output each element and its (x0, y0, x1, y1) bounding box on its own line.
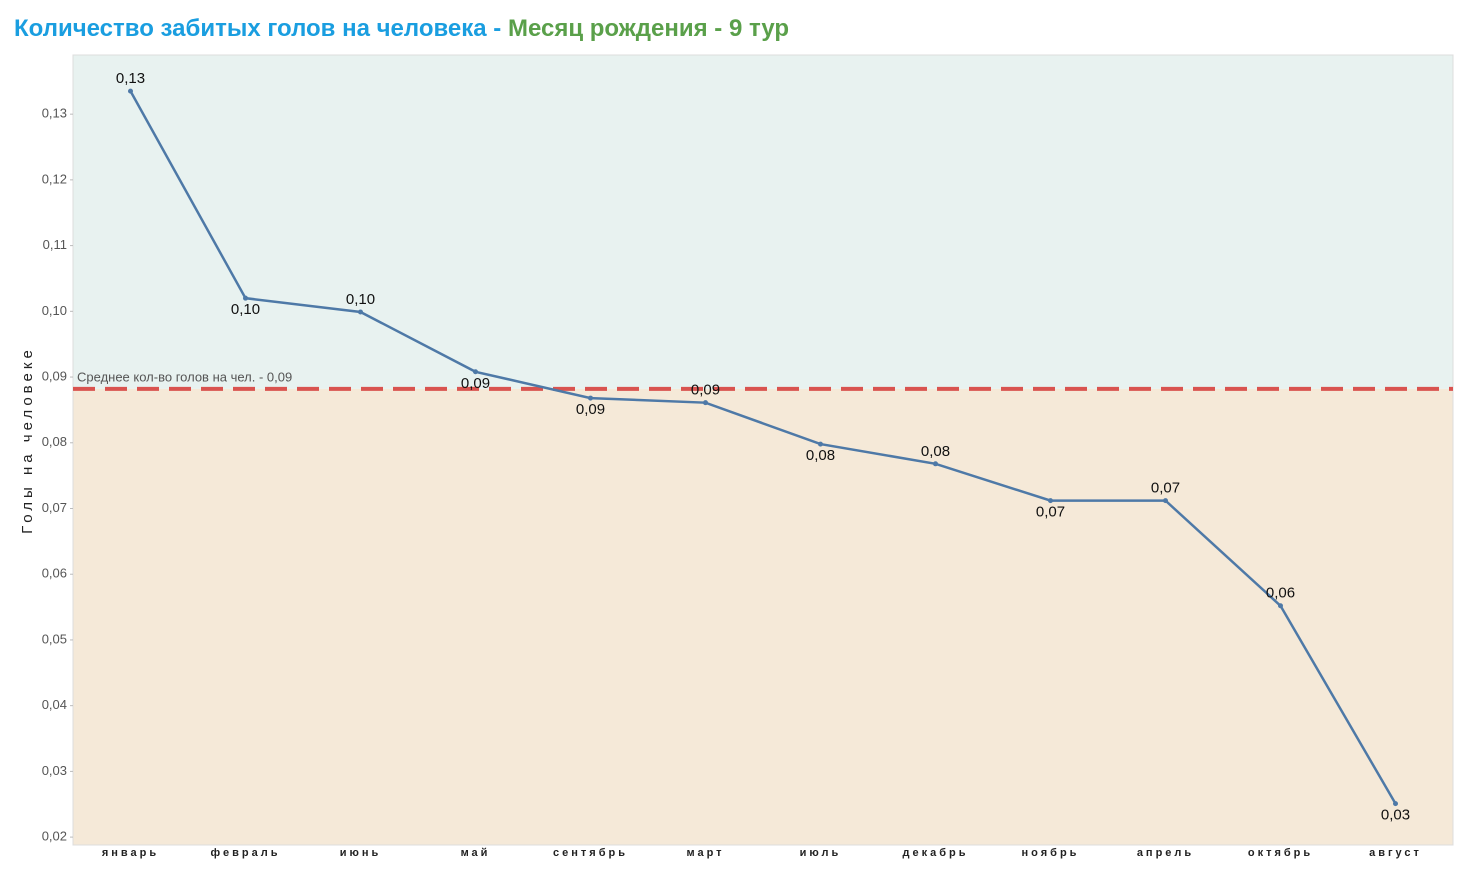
y-tick-label: 0,04 (42, 697, 67, 712)
y-tick-label: 0,07 (42, 500, 67, 515)
y-tick-label: 0,06 (42, 566, 67, 581)
reference-label: Среднее кол-во голов на чел. - 0,09 (77, 369, 292, 384)
y-tick-label: 0,12 (42, 171, 67, 186)
x-tick-label: январь (102, 847, 159, 859)
data-label: 0,08 (806, 447, 835, 464)
band-below (73, 388, 1453, 845)
title-part: Количество забитых голов на человека - (14, 15, 508, 42)
data-label: 0,07 (1151, 480, 1180, 497)
x-tick-label: май (461, 847, 491, 859)
x-tick-label: август (1369, 847, 1422, 859)
band-above (73, 55, 1453, 389)
data-point (473, 369, 478, 375)
data-label: 0,10 (231, 301, 260, 318)
y-tick-label: 0,09 (42, 368, 67, 383)
x-tick-label: июль (800, 847, 842, 859)
y-tick-label: 0,10 (42, 303, 67, 318)
data-label: 0,13 (116, 70, 145, 87)
data-point (358, 309, 363, 315)
data-label: 0,09 (461, 375, 490, 392)
data-label: 0,07 (1036, 504, 1065, 521)
chart-title: Количество забитых голов на человека - М… (14, 15, 789, 42)
x-tick-label: апрель (1137, 847, 1194, 859)
y-axis-label: Голы на человеке (19, 346, 36, 534)
data-label: 0,06 (1266, 585, 1295, 602)
data-point (933, 461, 938, 467)
data-point (1048, 498, 1053, 504)
title-part: Месяц рождения - 9 тур (508, 15, 789, 42)
x-tick-label: декабрь (903, 847, 969, 859)
x-tick-label: сентябрь (553, 847, 628, 859)
data-label: 0,10 (346, 291, 375, 308)
data-point (1393, 801, 1398, 807)
x-tick-label: ноябрь (1022, 847, 1080, 859)
data-point (1278, 603, 1283, 609)
data-point (703, 400, 708, 406)
x-tick-label: март (686, 847, 724, 859)
x-tick-label: февраль (211, 847, 281, 859)
y-tick-label: 0,08 (42, 434, 67, 449)
data-point (1163, 498, 1168, 504)
y-tick-label: 0,02 (42, 829, 67, 844)
data-point (243, 295, 248, 301)
y-tick-label: 0,05 (42, 631, 67, 646)
data-label: 0,09 (576, 401, 605, 418)
y-tick-label: 0,11 (43, 237, 67, 252)
line-series (129, 90, 1397, 805)
data-label: 0,09 (691, 382, 720, 399)
x-tick-label: октябрь (1248, 847, 1313, 859)
x-tick-label: июнь (340, 847, 382, 859)
y-tick-label: 0,03 (42, 763, 67, 778)
y-tick-label: 0,13 (42, 106, 67, 121)
data-point (588, 395, 593, 401)
plot-border (72, 54, 1454, 846)
data-label: 0,03 (1381, 807, 1410, 824)
data-point (128, 88, 133, 94)
data-point (818, 441, 823, 447)
data-label: 0,08 (921, 443, 950, 460)
